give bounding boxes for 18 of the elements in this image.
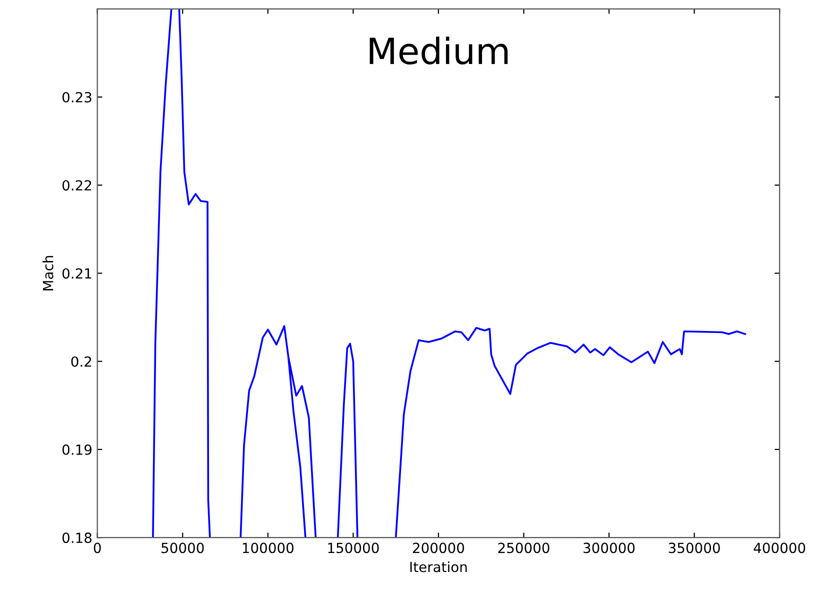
x-tick-label: 100000 (242, 542, 294, 554)
y-tick-label: 0.18 (62, 532, 92, 544)
y-tick-label: 0.2 (71, 356, 92, 367)
x-tick-label: 300000 (584, 542, 635, 554)
x-tick-label: 400000 (754, 542, 806, 554)
x-tick-label: 0 (94, 542, 101, 554)
y-tick-label: 0.23 (62, 92, 92, 102)
x-tick-label: 250000 (498, 542, 550, 554)
x-tick-label: 200000 (412, 542, 464, 554)
y-tick-label: 0.22 (62, 180, 92, 191)
y-axis-title: Mach (42, 256, 54, 290)
x-axis-title: Iteration (410, 561, 467, 572)
x-tick-label: 350000 (668, 542, 720, 554)
x-tick-label: 50000 (162, 542, 204, 554)
y-tick-label: 0.21 (62, 268, 92, 279)
y-tick-label: 0.19 (62, 444, 92, 455)
text: Medium (370, 36, 508, 65)
x-tick-label: 150000 (328, 542, 379, 554)
